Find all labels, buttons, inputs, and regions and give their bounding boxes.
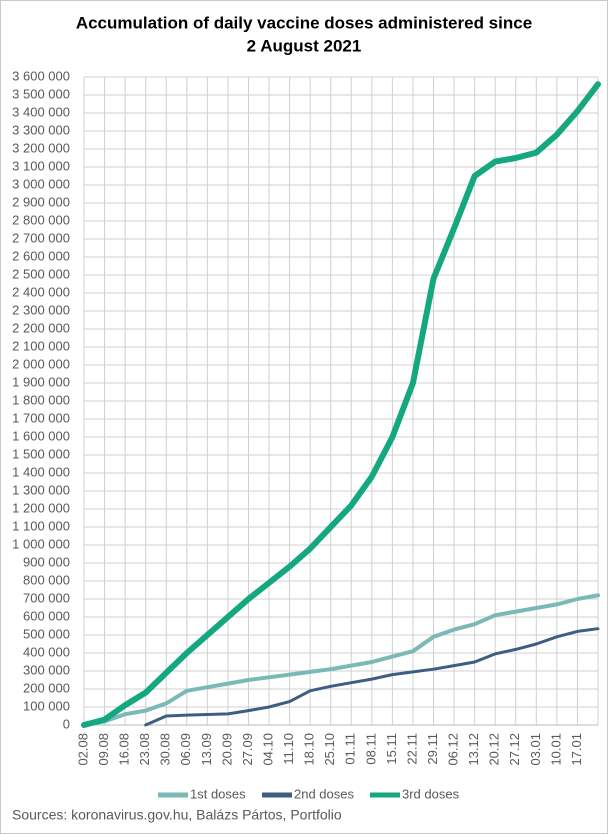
x-tick-label: 23.08: [137, 733, 152, 766]
y-tick-label: 2 200 000: [12, 320, 70, 335]
y-tick-label: 3 600 000: [12, 68, 70, 83]
x-tick-label: 29.11: [425, 733, 440, 765]
x-tick-label: 16.08: [117, 733, 132, 766]
x-tick-label: 25.10: [322, 733, 337, 766]
x-tick-label: 22.11: [404, 733, 419, 765]
y-tick-label: 1 100 000: [12, 518, 70, 533]
x-tick-label: 13.09: [199, 733, 214, 766]
x-tick-label: 04.10: [260, 733, 275, 766]
x-tick-label: 06.09: [178, 733, 193, 766]
x-tick-label: 11.10: [281, 733, 296, 765]
y-tick-label: 1 900 000: [12, 374, 70, 389]
x-tick-label: 15.11: [384, 733, 399, 765]
chart-title: 2 August 2021: [247, 36, 362, 55]
x-tick-label: 27.12: [507, 733, 522, 766]
y-tick-label: 900 000: [23, 554, 70, 569]
source: Sources: koronavirus.gov.hu, Balázs Párt…: [12, 807, 342, 823]
y-tick-label: 2 900 000: [12, 194, 70, 209]
y-tick-label: 1 000 000: [12, 536, 70, 551]
y-tick-label: 1 800 000: [12, 392, 70, 407]
series-line: [82, 593, 600, 727]
y-tick-label: 3 400 000: [12, 104, 70, 119]
x-tick-label: 13.12: [466, 733, 481, 766]
x-tick-label: 01.11: [343, 733, 358, 765]
y-tick-label: 1 200 000: [12, 500, 70, 515]
y-tick-label: 1 300 000: [12, 482, 70, 497]
y-tick-label: 3 300 000: [12, 122, 70, 137]
y-tick-label: 100 000: [23, 698, 70, 713]
x-tick-label: 18.10: [302, 733, 317, 766]
x-tick-label: 09.08: [96, 733, 111, 766]
y-tick-label: 0: [63, 716, 70, 731]
y-tick-label: 2 800 000: [12, 212, 70, 227]
y-tick-label: 400 000: [23, 644, 70, 659]
x-tick-label: 20.12: [487, 733, 502, 766]
series-line: [81, 81, 601, 728]
y-tick-label: 2 000 000: [12, 356, 70, 371]
y-tick-label: 1 600 000: [12, 428, 70, 443]
y-tick-label: 3 200 000: [12, 140, 70, 155]
legend-label: 1st doses: [190, 786, 246, 801]
x-tick-label: 03.01: [528, 733, 543, 766]
y-tick-label: 2 300 000: [12, 302, 70, 317]
x-tick-label: 06.12: [446, 733, 461, 766]
x-tick-label: 20.09: [219, 733, 234, 766]
y-tick-label: 2 100 000: [12, 338, 70, 353]
y-tick-label: 1 500 000: [12, 446, 70, 461]
chart-title: Accumulation of daily vaccine doses admi…: [76, 13, 532, 32]
y-tick-label: 1 400 000: [12, 464, 70, 479]
x-tick-label: 08.11: [363, 733, 378, 765]
y-tick-label: 600 000: [23, 608, 70, 623]
y-tick-label: 2 700 000: [12, 230, 70, 245]
y-tick-label: 700 000: [23, 590, 70, 605]
x-tick-label: 17.01: [569, 733, 584, 766]
y-tick-label: 1 700 000: [12, 410, 70, 425]
y-tick-label: 200 000: [23, 680, 70, 695]
x-tick-label: 02.08: [75, 733, 90, 766]
x-tick-label: 10.01: [548, 733, 563, 766]
y-tick-label: 500 000: [23, 626, 70, 641]
x-tick-label: 30.08: [158, 733, 173, 766]
y-tick-label: 2 500 000: [12, 266, 70, 281]
y-tick-label: 3 500 000: [12, 86, 70, 101]
y-tick-label: 2 600 000: [12, 248, 70, 263]
y-tick-label: 300 000: [23, 662, 70, 677]
legend-label: 2nd doses: [294, 786, 354, 801]
y-tick-label: 3 100 000: [12, 158, 70, 173]
y-tick-label: 2 400 000: [12, 284, 70, 299]
y-tick-label: 800 000: [23, 572, 70, 587]
y-tick-label: 3 000 000: [12, 176, 70, 191]
x-tick-label: 27.09: [240, 733, 255, 766]
series-line: [144, 627, 600, 727]
legend-label: 3rd doses: [402, 786, 460, 801]
